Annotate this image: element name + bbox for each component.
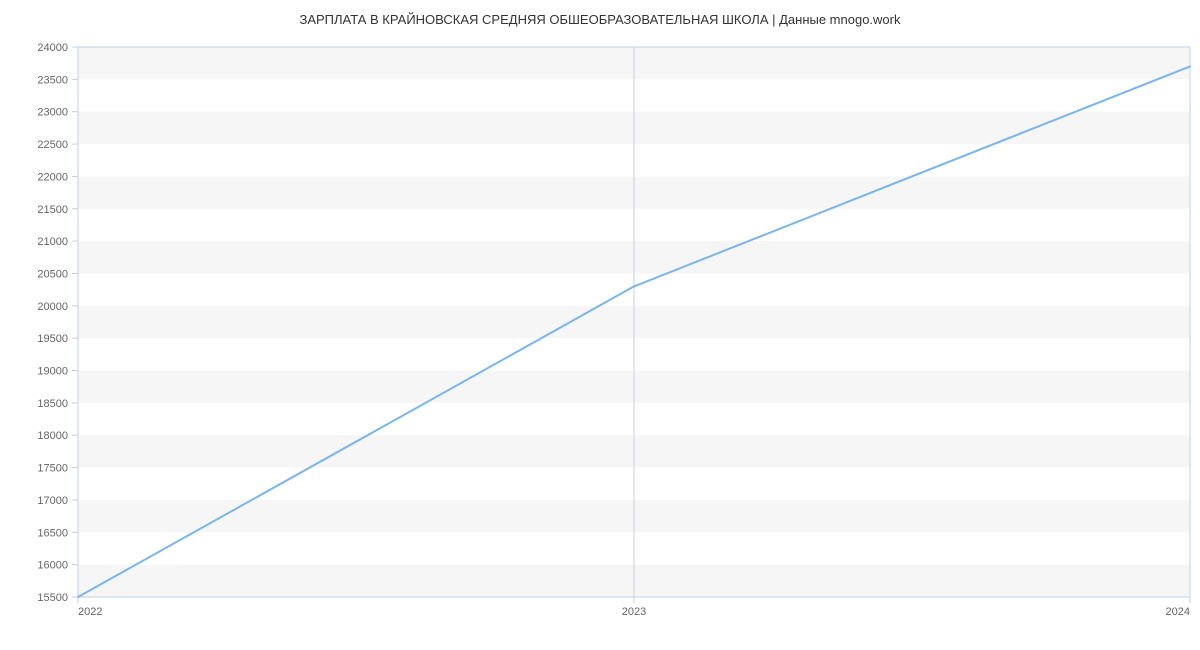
y-tick-label: 20000 <box>37 301 68 313</box>
y-tick-label: 22000 <box>37 171 68 183</box>
y-tick-label: 17000 <box>37 495 68 507</box>
y-tick-label: 24000 <box>37 42 68 54</box>
y-tick-label: 17500 <box>37 463 68 475</box>
y-tick-label: 18500 <box>37 398 68 410</box>
chart-title: ЗАРПЛАТА В КРАЙНОВСКАЯ СРЕДНЯЯ ОБШЕОБРАЗ… <box>0 0 1200 27</box>
chart-container: 15500 16000 16500 17000 17500 18000 18500 19000… <box>0 27 1200 647</box>
y-tick-label: 23500 <box>37 74 68 86</box>
y-tick-label: 21000 <box>37 236 68 248</box>
y-tick-label: 19500 <box>37 333 68 345</box>
y-tick-label: 16500 <box>37 527 68 539</box>
y-tick-label: 22500 <box>37 139 68 151</box>
y-tick-label: 20500 <box>37 268 68 280</box>
x-tick-label: 2023 <box>622 606 646 618</box>
y-tick-label: 18000 <box>37 430 68 442</box>
y-tick-label: 16000 <box>37 560 68 572</box>
y-tick-label: 21500 <box>37 204 68 216</box>
y-tick-label: 19000 <box>37 366 68 378</box>
y-tick-label: 23000 <box>37 107 68 119</box>
x-tick-label: 2022 <box>78 606 102 618</box>
y-tick-label: 15500 <box>37 592 68 604</box>
x-tick-label: 2024 <box>1166 606 1190 618</box>
line-chart: 15500 16000 16500 17000 17500 18000 18500 19000… <box>0 27 1200 647</box>
